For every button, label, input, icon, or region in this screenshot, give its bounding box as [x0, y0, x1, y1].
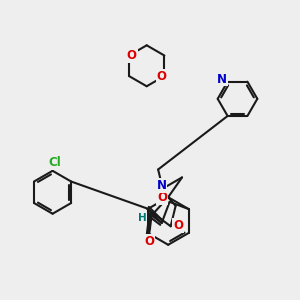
Text: O: O — [173, 219, 183, 232]
Text: N: N — [156, 179, 167, 192]
Text: H: H — [138, 213, 147, 223]
Text: N: N — [217, 73, 227, 85]
Text: O: O — [144, 235, 154, 248]
Text: O: O — [127, 49, 136, 62]
Text: O: O — [157, 70, 167, 83]
Text: O: O — [157, 191, 167, 204]
Text: Cl: Cl — [49, 156, 61, 169]
